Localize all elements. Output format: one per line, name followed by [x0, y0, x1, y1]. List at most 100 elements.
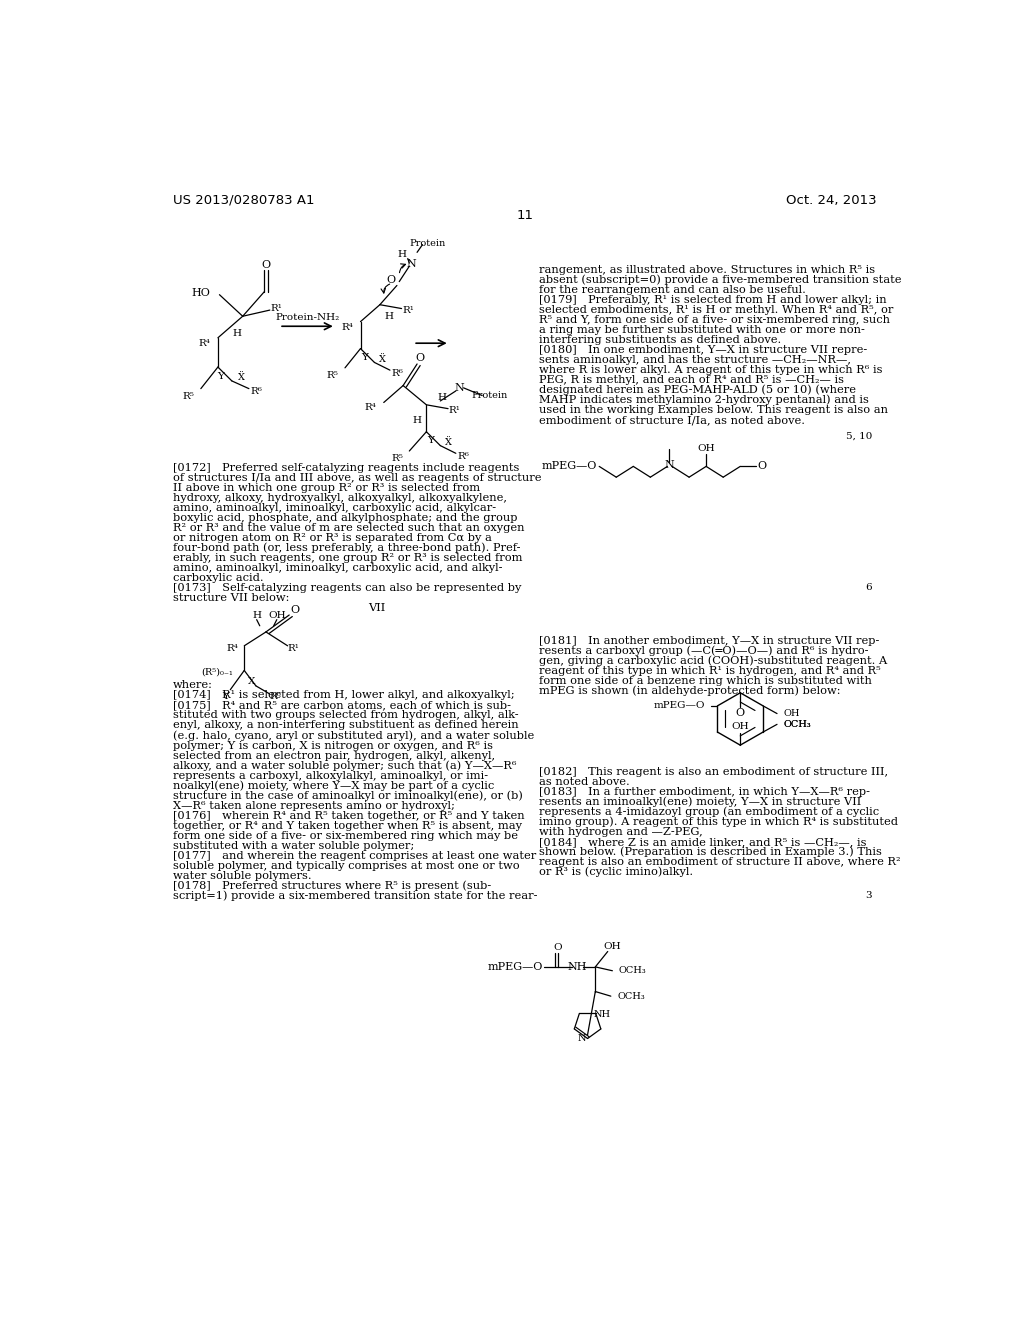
Text: resents an iminoalkyl(ene) moiety, Y—X in structure VII: resents an iminoalkyl(ene) moiety, Y—X i… [539, 797, 861, 808]
FancyArrowPatch shape [381, 284, 390, 293]
Text: NH: NH [594, 1011, 610, 1019]
Text: or nitrogen atom on R² or R³ is separated from Cα by a: or nitrogen atom on R² or R³ is separate… [173, 533, 492, 543]
Text: O: O [758, 462, 767, 471]
Text: R¹: R¹ [288, 644, 300, 653]
Text: [0184] where Z is an amide linker, and R⁵ is —CH₂—, is: [0184] where Z is an amide linker, and R… [539, 837, 866, 846]
Text: OCH₃: OCH₃ [618, 966, 646, 975]
Text: OH: OH [603, 942, 622, 952]
Text: VII: VII [369, 603, 385, 612]
Text: mPEG—O: mPEG—O [542, 462, 597, 471]
Text: mPEG—O: mPEG—O [653, 701, 706, 710]
Text: script=1) provide a six-membered transition state for the rear-: script=1) provide a six-membered transit… [173, 891, 538, 902]
Text: Protein: Protein [472, 391, 508, 400]
Text: R¹: R¹ [271, 304, 283, 313]
Text: N: N [578, 1034, 586, 1043]
Text: amino, aminoalkyl, iminoalkyl, carboxylic acid, and alkyl-: amino, aminoalkyl, iminoalkyl, carboxyli… [173, 562, 503, 573]
Text: II above in which one group R² or R³ is selected from: II above in which one group R² or R³ is … [173, 483, 480, 492]
Text: H: H [413, 416, 422, 425]
Text: Protein-NH₂: Protein-NH₂ [275, 313, 340, 322]
Text: H: H [252, 611, 261, 619]
Text: [0180] In one embodiment, Y—X in structure VII repre-: [0180] In one embodiment, Y—X in structu… [539, 345, 867, 355]
Text: Oct. 24, 2013: Oct. 24, 2013 [786, 194, 877, 207]
Text: N: N [406, 259, 416, 269]
Text: Y: Y [217, 372, 224, 380]
Text: or R³ is (cyclic imino)alkyl.: or R³ is (cyclic imino)alkyl. [539, 867, 693, 878]
Text: R⁶: R⁶ [392, 368, 403, 378]
Text: N: N [454, 383, 464, 393]
Text: with hydrogen and —Z-PEG,: with hydrogen and —Z-PEG, [539, 826, 702, 837]
Text: imino group). A reagent of this type in which R⁴ is substituted: imino group). A reagent of this type in … [539, 817, 898, 828]
Text: OH: OH [268, 611, 286, 619]
Text: represents a carboxyl, alkoxylalkyl, aminoalkyl, or imi-: represents a carboxyl, alkoxylalkyl, ami… [173, 771, 488, 780]
Text: HO: HO [191, 288, 210, 298]
Text: OH: OH [697, 445, 715, 453]
Text: H: H [397, 251, 407, 259]
Text: Ẍ: Ẍ [379, 355, 386, 364]
Text: R² or R³ and the value of m are selected such that an oxygen: R² or R³ and the value of m are selected… [173, 523, 524, 532]
Text: used in the working Examples below. This reagent is also an: used in the working Examples below. This… [539, 405, 888, 414]
Text: O: O [416, 352, 425, 363]
Text: O: O [735, 708, 744, 718]
Text: stituted with two groups selected from hydrogen, alkyl, alk-: stituted with two groups selected from h… [173, 710, 518, 721]
Text: for the rearrangement and can also be useful.: for the rearrangement and can also be us… [539, 285, 806, 294]
Text: interfering substituents as defined above.: interfering substituents as defined abov… [539, 335, 781, 345]
Text: [0175] R⁴ and R⁵ are carbon atoms, each of which is sub-: [0175] R⁴ and R⁵ are carbon atoms, each … [173, 701, 511, 710]
Text: resents a carboxyl group (—C(═O)—O—) and R⁶ is hydro-: resents a carboxyl group (—C(═O)—O—) and… [539, 645, 868, 656]
Text: selected from an electron pair, hydrogen, alkyl, alkenyl,: selected from an electron pair, hydrogen… [173, 751, 495, 760]
Text: MAHP indicates methylamino 2-hydroxy pentanal) and is: MAHP indicates methylamino 2-hydroxy pen… [539, 395, 868, 405]
Text: hydroxy, alkoxy, hydroxyalkyl, alkoxyalkyl, alkoxyalkylene,: hydroxy, alkoxy, hydroxyalkyl, alkoxyalk… [173, 492, 507, 503]
Text: polymer; Y is carbon, X is nitrogen or oxygen, and R⁶ is: polymer; Y is carbon, X is nitrogen or o… [173, 741, 493, 751]
Text: embodiment of structure I/Ia, as noted above.: embodiment of structure I/Ia, as noted a… [539, 414, 805, 425]
Text: Ẍ: Ẍ [444, 438, 452, 447]
Text: noalkyl(ene) moiety, where Y—X may be part of a cyclic: noalkyl(ene) moiety, where Y—X may be pa… [173, 780, 495, 791]
Text: soluble polymer, and typically comprises at most one or two: soluble polymer, and typically comprises… [173, 861, 519, 871]
Text: [0179] Preferably, R¹ is selected from H and lower alkyl; in: [0179] Preferably, R¹ is selected from H… [539, 294, 887, 305]
Text: [0183] In a further embodiment, in which Y—X—R⁶ rep-: [0183] In a further embodiment, in which… [539, 787, 869, 797]
Text: [0172] Preferred self-catalyzing reagents include reagents: [0172] Preferred self-catalyzing reagent… [173, 462, 519, 473]
Text: rangement, as illustrated above. Structures in which R⁵ is: rangement, as illustrated above. Structu… [539, 264, 874, 275]
Text: mPEG—O: mPEG—O [487, 962, 543, 972]
Text: reagent of this type in which R¹ is hydrogen, and R⁴ and R⁵: reagent of this type in which R¹ is hydr… [539, 665, 881, 676]
Text: R¹: R¹ [449, 407, 460, 416]
Text: O: O [386, 275, 395, 285]
Text: R¹: R¹ [402, 306, 415, 314]
Text: H: H [232, 329, 241, 338]
Text: [0177] and wherein the reagent comprises at least one water: [0177] and wherein the reagent comprises… [173, 850, 537, 861]
Text: alkoxy, and a water soluble polymer; such that (a) Y—X—R⁶: alkoxy, and a water soluble polymer; suc… [173, 760, 516, 771]
Text: represents a 4-imidazoyl group (an embodiment of a cyclic: represents a 4-imidazoyl group (an embod… [539, 807, 879, 817]
Text: erably, in such reagents, one group R² or R³ is selected from: erably, in such reagents, one group R² o… [173, 553, 522, 562]
Text: R⁶: R⁶ [251, 387, 262, 396]
Text: as noted above.: as noted above. [539, 776, 630, 787]
Text: mPEG is shown (in aldehyde-protected form) below:: mPEG is shown (in aldehyde-protected for… [539, 686, 841, 697]
Text: gen, giving a carboxylic acid (COOH)-substituted reagent. A: gen, giving a carboxylic acid (COOH)-sub… [539, 656, 887, 667]
Text: 6: 6 [865, 583, 872, 593]
Text: substituted with a water soluble polymer;: substituted with a water soluble polymer… [173, 841, 414, 850]
Text: amino, aminoalkyl, iminoalkyl, carboxylic acid, alkylcar-: amino, aminoalkyl, iminoalkyl, carboxyli… [173, 503, 496, 512]
Text: O: O [554, 944, 562, 952]
Text: [0182] This reagent is also an embodiment of structure III,: [0182] This reagent is also an embodimen… [539, 767, 888, 776]
Text: R⁵: R⁵ [327, 371, 339, 380]
Text: PEG, R is methyl, and each of R⁴ and R⁵ is —CH₂— is: PEG, R is methyl, and each of R⁴ and R⁵ … [539, 375, 844, 384]
Text: R⁵ and Y, form one side of a five- or six-membered ring, such: R⁵ and Y, form one side of a five- or si… [539, 314, 890, 325]
Text: [0176] wherein R⁴ and R⁵ taken together, or R⁵ and Y taken: [0176] wherein R⁴ and R⁵ taken together,… [173, 810, 524, 821]
Text: R⁴: R⁴ [226, 644, 238, 653]
Text: [0174] R¹ is selected from H, lower alkyl, and alkoxyalkyl;: [0174] R¹ is selected from H, lower alky… [173, 690, 515, 701]
Text: 3: 3 [865, 891, 872, 900]
Text: OH: OH [731, 722, 750, 731]
Text: [0178] Preferred structures where R⁵ is present (sub-: [0178] Preferred structures where R⁵ is … [173, 880, 492, 891]
Text: 11: 11 [516, 209, 534, 222]
Text: R⁴: R⁴ [199, 339, 210, 347]
Text: R⁵: R⁵ [182, 392, 195, 401]
Text: Y: Y [360, 354, 368, 362]
Text: OCH₃: OCH₃ [783, 719, 811, 729]
Text: H: H [437, 392, 446, 401]
Text: structure in the case of aminoalkyl or iminoalkyl(ene), or (b): structure in the case of aminoalkyl or i… [173, 791, 523, 801]
Text: US 2013/0280783 A1: US 2013/0280783 A1 [173, 194, 314, 207]
Text: R⁶: R⁶ [458, 451, 470, 461]
Text: reagent is also an embodiment of structure II above, where R²: reagent is also an embodiment of structu… [539, 857, 900, 867]
Text: 5, 10: 5, 10 [846, 432, 872, 441]
Text: boxylic acid, phosphate, and alkylphosphate; and the group: boxylic acid, phosphate, and alkylphosph… [173, 512, 517, 523]
Text: together, or R⁴ and Y taken together when R⁵ is absent, may: together, or R⁴ and Y taken together whe… [173, 821, 522, 830]
Text: X—R⁶ taken alone represents amino or hydroxyl;: X—R⁶ taken alone represents amino or hyd… [173, 800, 455, 810]
Text: (e.g. halo, cyano, aryl or substituted aryl), and a water soluble: (e.g. halo, cyano, aryl or substituted a… [173, 730, 535, 741]
